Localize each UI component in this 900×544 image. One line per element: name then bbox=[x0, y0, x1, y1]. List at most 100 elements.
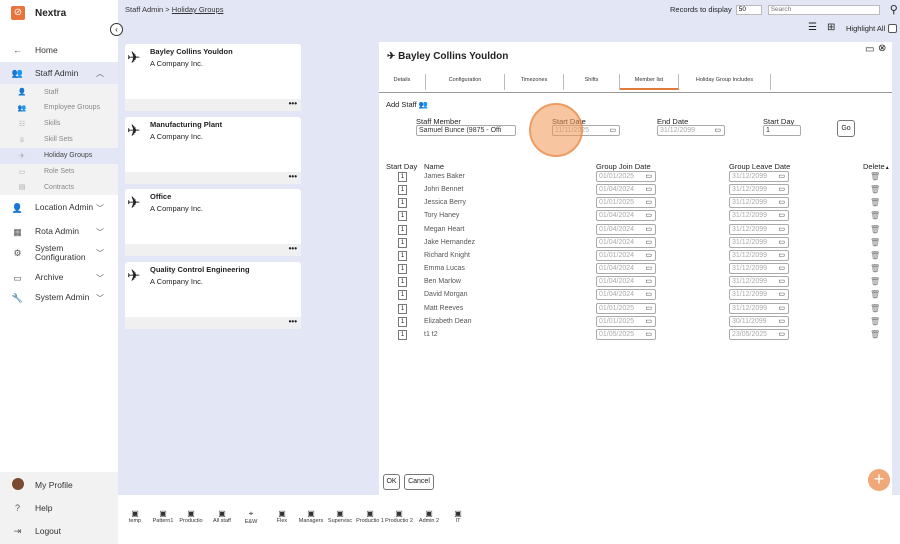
highlight-all-checkbox[interactable] bbox=[888, 24, 897, 33]
nav-sub-item[interactable]: 👤 Staff bbox=[0, 84, 118, 100]
holiday-group-card[interactable]: ✈ Office A Company Inc. ••• bbox=[125, 189, 301, 257]
group-shortcut[interactable]: ▣ IT bbox=[443, 509, 473, 524]
tab-timezones[interactable]: Timezones bbox=[505, 74, 564, 90]
leave-date-input[interactable]: 31/12/2099 ▭ bbox=[729, 210, 789, 222]
join-date-input[interactable]: 01/01/2024 ▭ bbox=[596, 249, 656, 261]
delete-trash-icon[interactable]: 🗑 bbox=[870, 329, 881, 339]
delete-trash-icon[interactable]: 🗑 bbox=[870, 277, 881, 287]
join-date-input[interactable]: 01/01/2025 ▭ bbox=[596, 197, 656, 209]
start-day-input[interactable]: 1 bbox=[398, 277, 407, 288]
delete-trash-icon[interactable]: 🗑 bbox=[870, 290, 881, 300]
group-shortcut[interactable]: ▣ Productio 1 bbox=[355, 509, 385, 524]
nav-section[interactable]: 🔧 System Admin ﹀ bbox=[0, 288, 118, 308]
grid-view-icon[interactable]: ⊞ bbox=[827, 22, 836, 33]
nav-section[interactable]: ⚙ System Configuration ﹀ bbox=[0, 243, 118, 263]
delete-trash-icon[interactable]: 🗑 bbox=[870, 316, 881, 326]
tab-shifts[interactable]: Shifts bbox=[564, 74, 620, 90]
join-date-input[interactable]: 01/04/2024 ▭ bbox=[596, 276, 656, 288]
delete-trash-icon[interactable]: 🗑 bbox=[870, 185, 881, 195]
nav-staff-admin[interactable]: 👥 Staff Admin ︿ bbox=[0, 62, 118, 84]
start-date-input[interactable]: 11/11/2025 ▭ bbox=[552, 125, 620, 136]
join-date-input[interactable]: 01/04/2024 ▭ bbox=[596, 223, 656, 235]
list-view-icon[interactable]: ☰ bbox=[808, 22, 817, 33]
leave-date-input[interactable]: 31/12/2099 ▭ bbox=[729, 223, 789, 235]
start-day-input[interactable]: 1 bbox=[763, 125, 801, 136]
nav-section[interactable]: ▭ Archive ﹀ bbox=[0, 268, 118, 288]
start-day-input[interactable]: 1 bbox=[398, 185, 407, 196]
leave-date-input[interactable]: 31/12/2099 ▭ bbox=[729, 276, 789, 288]
tab-details[interactable]: Details bbox=[379, 74, 426, 90]
maximize-icon[interactable]: ▭ bbox=[865, 44, 875, 55]
join-date-input[interactable]: 01/04/2024 ▭ bbox=[596, 184, 656, 196]
start-day-input[interactable]: 1 bbox=[398, 198, 407, 209]
close-icon[interactable]: ⊗ bbox=[878, 43, 887, 54]
collapse-sidebar-button[interactable]: ‹ bbox=[110, 23, 123, 36]
leave-date-input[interactable]: 31/12/2099 ▭ bbox=[729, 197, 789, 209]
join-date-input[interactable]: 01/04/2024 ▭ bbox=[596, 210, 656, 222]
holiday-group-card[interactable]: ✈ Quality Control Engineering A Company In… bbox=[125, 262, 301, 330]
delete-trash-icon[interactable]: 🗑 bbox=[870, 264, 881, 274]
join-date-input[interactable]: 01/04/2024 ▭ bbox=[596, 289, 656, 301]
group-shortcut[interactable]: ▣ Admin 2 bbox=[414, 509, 444, 524]
end-date-input[interactable]: 31/12/2099 ▭ bbox=[657, 125, 725, 136]
delete-trash-icon[interactable]: 🗑 bbox=[870, 250, 881, 260]
add-fab-button[interactable]: + bbox=[868, 469, 890, 491]
leave-date-input[interactable]: 31/12/2099 ▭ bbox=[729, 184, 789, 196]
start-day-input[interactable]: 1 bbox=[398, 290, 407, 301]
delete-trash-icon[interactable]: 🗑 bbox=[870, 224, 881, 234]
start-day-input[interactable]: 1 bbox=[398, 329, 407, 340]
delete-trash-icon[interactable]: 🗑 bbox=[870, 211, 881, 221]
nav-section[interactable]: ▦ Rota Admin ﹀ bbox=[0, 222, 118, 242]
tab-holiday-group-includes[interactable]: Holiday Group Includes bbox=[679, 74, 771, 90]
search-icon[interactable]: ⚲ bbox=[889, 4, 898, 16]
join-date-input[interactable]: 01/04/2024 ▭ bbox=[596, 263, 656, 275]
group-shortcut[interactable]: ▣ Productio bbox=[176, 509, 206, 524]
group-shortcut[interactable]: ▣ All staff bbox=[207, 509, 237, 524]
nav-my-profile[interactable]: My Profile bbox=[0, 478, 118, 492]
nav-help[interactable]: ? Help bbox=[0, 501, 118, 515]
delete-trash-icon[interactable]: 🗑 bbox=[870, 198, 881, 208]
tab-configuration[interactable]: Configuration bbox=[426, 74, 505, 90]
group-shortcut[interactable]: ▣ Flex bbox=[267, 509, 297, 524]
delete-trash-icon[interactable]: 🗑 bbox=[870, 172, 881, 181]
start-day-input[interactable]: 1 bbox=[398, 224, 407, 235]
start-day-input[interactable]: 1 bbox=[398, 250, 407, 261]
nav-home[interactable]: ← Home bbox=[0, 43, 118, 57]
holiday-group-card[interactable]: ✈ Manufacturing Plant A Company Inc. ••• bbox=[125, 116, 301, 184]
delete-trash-icon[interactable]: 🗑 bbox=[870, 237, 881, 247]
leave-date-input[interactable]: 31/12/2099 ▭ bbox=[729, 263, 789, 275]
nav-sub-item[interactable]: ▤ Contracts bbox=[0, 179, 118, 196]
start-day-input[interactable]: 1 bbox=[398, 303, 407, 314]
search-input[interactable] bbox=[767, 4, 880, 15]
more-options-button[interactable]: ••• bbox=[125, 317, 301, 330]
start-day-input[interactable]: 1 bbox=[398, 237, 407, 248]
group-shortcut[interactable]: ⌖ E&W bbox=[236, 509, 266, 525]
leave-date-input[interactable]: 31/12/2099 ▭ bbox=[729, 171, 789, 182]
cancel-button[interactable]: Cancel bbox=[404, 474, 434, 490]
leave-date-input[interactable]: 31/12/2099 ▭ bbox=[729, 302, 789, 314]
join-date-input[interactable]: 01/04/2024 ▭ bbox=[596, 236, 656, 248]
records-input[interactable] bbox=[735, 4, 762, 15]
leave-date-input[interactable]: 30/11/2099 ▭ bbox=[729, 315, 789, 327]
breadcrumb-current[interactable]: Holiday Groups bbox=[171, 5, 224, 14]
nav-logout[interactable]: ⇥ Logout bbox=[0, 524, 118, 538]
nav-sub-item[interactable]: ☷ Skills bbox=[0, 115, 118, 132]
nav-sub-item[interactable]: ♕ Skill Sets bbox=[0, 131, 118, 148]
breadcrumb-parent[interactable]: Staff Admin bbox=[125, 5, 164, 14]
go-button[interactable]: Go bbox=[837, 120, 855, 137]
start-day-input[interactable]: 1 bbox=[398, 172, 407, 182]
more-options-button[interactable]: ••• bbox=[125, 171, 301, 184]
nav-sub-item[interactable]: ▭ Role Sets bbox=[0, 163, 118, 180]
group-shortcut[interactable]: ▣ Productio 2 bbox=[384, 509, 414, 524]
holiday-group-card[interactable]: ✈ Bayley Collins Youldon A Company Inc. ••• bbox=[125, 44, 301, 111]
col-delete[interactable]: Delete▲ bbox=[863, 162, 890, 171]
join-date-input[interactable]: 01/01/2025 ▭ bbox=[596, 302, 656, 314]
group-shortcut[interactable]: ▣ Managers bbox=[296, 509, 326, 524]
add-staff-button[interactable]: Add Staff 👥 bbox=[386, 100, 428, 109]
leave-date-input[interactable]: 31/12/2099 ▭ bbox=[729, 249, 789, 261]
join-date-input[interactable]: 01/01/2025 ▭ bbox=[596, 315, 656, 327]
start-day-input[interactable]: 1 bbox=[398, 316, 407, 327]
join-date-input[interactable]: 01/05/2025 ▭ bbox=[596, 328, 656, 340]
ok-button[interactable]: OK bbox=[383, 474, 400, 490]
staff-member-select[interactable]: Samuel Bunce (9875 - Offi bbox=[416, 125, 516, 136]
